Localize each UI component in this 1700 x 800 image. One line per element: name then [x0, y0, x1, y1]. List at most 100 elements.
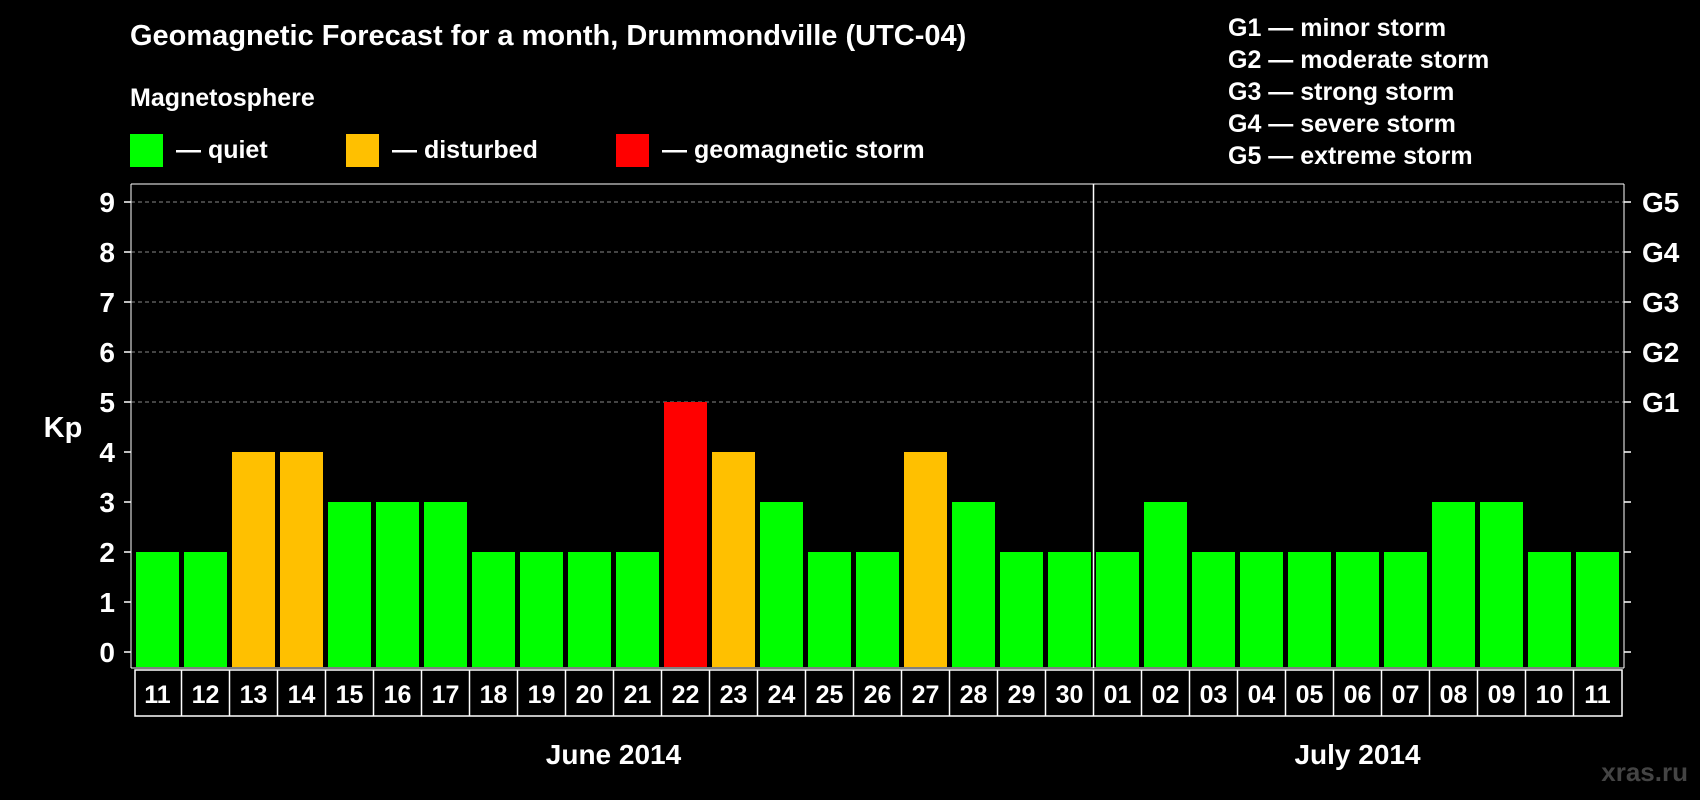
date-label: 16	[384, 681, 412, 709]
date-label: 15	[336, 681, 364, 709]
legend-item-disturbed: — disturbed	[346, 133, 538, 167]
bar-8	[472, 552, 515, 667]
g-level-label: G3	[1642, 287, 1679, 318]
y-tick-label: 5	[99, 387, 115, 418]
y-tick-label: 7	[99, 287, 115, 318]
y-tick-label: 9	[99, 187, 115, 218]
date-label: 04	[1248, 681, 1276, 709]
g-level-label: G4	[1642, 237, 1680, 268]
y-tick-label: 1	[99, 587, 115, 618]
bar-4	[280, 452, 323, 667]
legend-item-storm: — geomagnetic storm	[616, 133, 925, 167]
date-label: 08	[1440, 681, 1468, 709]
bar-20	[1048, 552, 1091, 667]
month-label: July 2014	[1294, 739, 1421, 770]
bar-15	[808, 552, 851, 667]
bar-3	[232, 452, 275, 667]
g-scale-item: G1 — minor storm	[1228, 14, 1447, 42]
bar-1	[136, 552, 179, 667]
date-label: 11	[1584, 681, 1611, 709]
bar-6	[376, 502, 419, 667]
g-level-label: G2	[1642, 337, 1679, 368]
date-label: 17	[432, 681, 460, 709]
bar-28	[1432, 502, 1475, 667]
date-label: 09	[1488, 681, 1516, 709]
g-level-label: G1	[1642, 387, 1679, 418]
legend-swatch-disturbed	[346, 133, 379, 167]
date-label: 26	[864, 681, 892, 709]
bar-23	[1192, 552, 1235, 667]
bar-19	[1000, 552, 1043, 667]
month-label: June 2014	[546, 739, 682, 770]
date-label: 10	[1536, 681, 1564, 709]
g-scale-legend: G1 — minor storm G2 — moderate storm G3 …	[1228, 12, 1489, 172]
bar-27	[1384, 552, 1427, 667]
y-tick-label: 0	[99, 637, 115, 668]
date-label: 03	[1200, 681, 1228, 709]
y-tick-label: 2	[99, 537, 115, 568]
bar-13	[712, 452, 755, 667]
g-scale-item: G2 — moderate storm	[1228, 46, 1490, 74]
date-label: 02	[1152, 681, 1180, 709]
legend-heading: Magnetosphere	[130, 84, 315, 112]
watermark: xras.ru	[1601, 757, 1688, 787]
legend-item-quiet: — quiet	[130, 133, 268, 167]
date-label: 18	[480, 681, 508, 709]
bar-5	[328, 502, 371, 667]
date-label: 11	[144, 681, 171, 709]
y-tick-label: 8	[99, 237, 115, 268]
date-label: 25	[816, 681, 844, 709]
date-label: 12	[192, 681, 220, 709]
bar-7	[424, 502, 467, 667]
bar-9	[520, 552, 563, 667]
bar-12	[664, 402, 707, 667]
bar-26	[1336, 552, 1379, 667]
legend-swatch-quiet	[130, 133, 163, 167]
bar-21	[1096, 552, 1139, 667]
date-label: 07	[1392, 681, 1420, 709]
date-label: 06	[1344, 681, 1372, 709]
bar-22	[1144, 502, 1187, 667]
date-label: 30	[1056, 681, 1084, 709]
g-scale-item: G3 — strong storm	[1228, 78, 1455, 106]
bar-10	[568, 552, 611, 667]
g-scale-item: G5 — extreme storm	[1228, 142, 1473, 170]
date-label: 27	[912, 681, 940, 709]
date-label: 24	[768, 681, 796, 709]
date-label: 05	[1296, 681, 1324, 709]
axes	[124, 183, 1631, 717]
bar-17	[904, 452, 947, 667]
bar-30	[1528, 552, 1571, 667]
date-label: 23	[720, 681, 748, 709]
bar-2	[184, 552, 227, 667]
date-label: 14	[288, 681, 316, 709]
date-label: 01	[1104, 681, 1132, 709]
g-scale-item: G4 — severe storm	[1228, 110, 1456, 138]
y-tick-label: 3	[99, 487, 115, 518]
bar-16	[856, 552, 899, 667]
bar-25	[1288, 552, 1331, 667]
date-label: 28	[960, 681, 988, 709]
date-label: 13	[240, 681, 268, 709]
y-tick-label: 4	[99, 437, 115, 468]
legend-label-storm: — geomagnetic storm	[662, 135, 925, 164]
bar-31	[1576, 552, 1619, 667]
date-label: 20	[576, 681, 604, 709]
date-label: 19	[528, 681, 556, 709]
y-tick-label: 6	[99, 337, 115, 368]
legend-label-disturbed: — disturbed	[392, 135, 538, 164]
chart-title: Geomagnetic Forecast for a month, Drummo…	[130, 20, 967, 52]
bar-18	[952, 502, 995, 667]
date-label: 22	[672, 681, 700, 709]
date-row-frame	[134, 669, 1623, 717]
g-level-label: G5	[1642, 187, 1679, 218]
bar-24	[1240, 552, 1283, 667]
grid-lines	[131, 201, 1624, 403]
bar-29	[1480, 502, 1523, 667]
bar-11	[616, 552, 659, 667]
date-label: 29	[1008, 681, 1036, 709]
y-axis-title: Kp	[44, 412, 83, 444]
bars	[136, 402, 1619, 667]
